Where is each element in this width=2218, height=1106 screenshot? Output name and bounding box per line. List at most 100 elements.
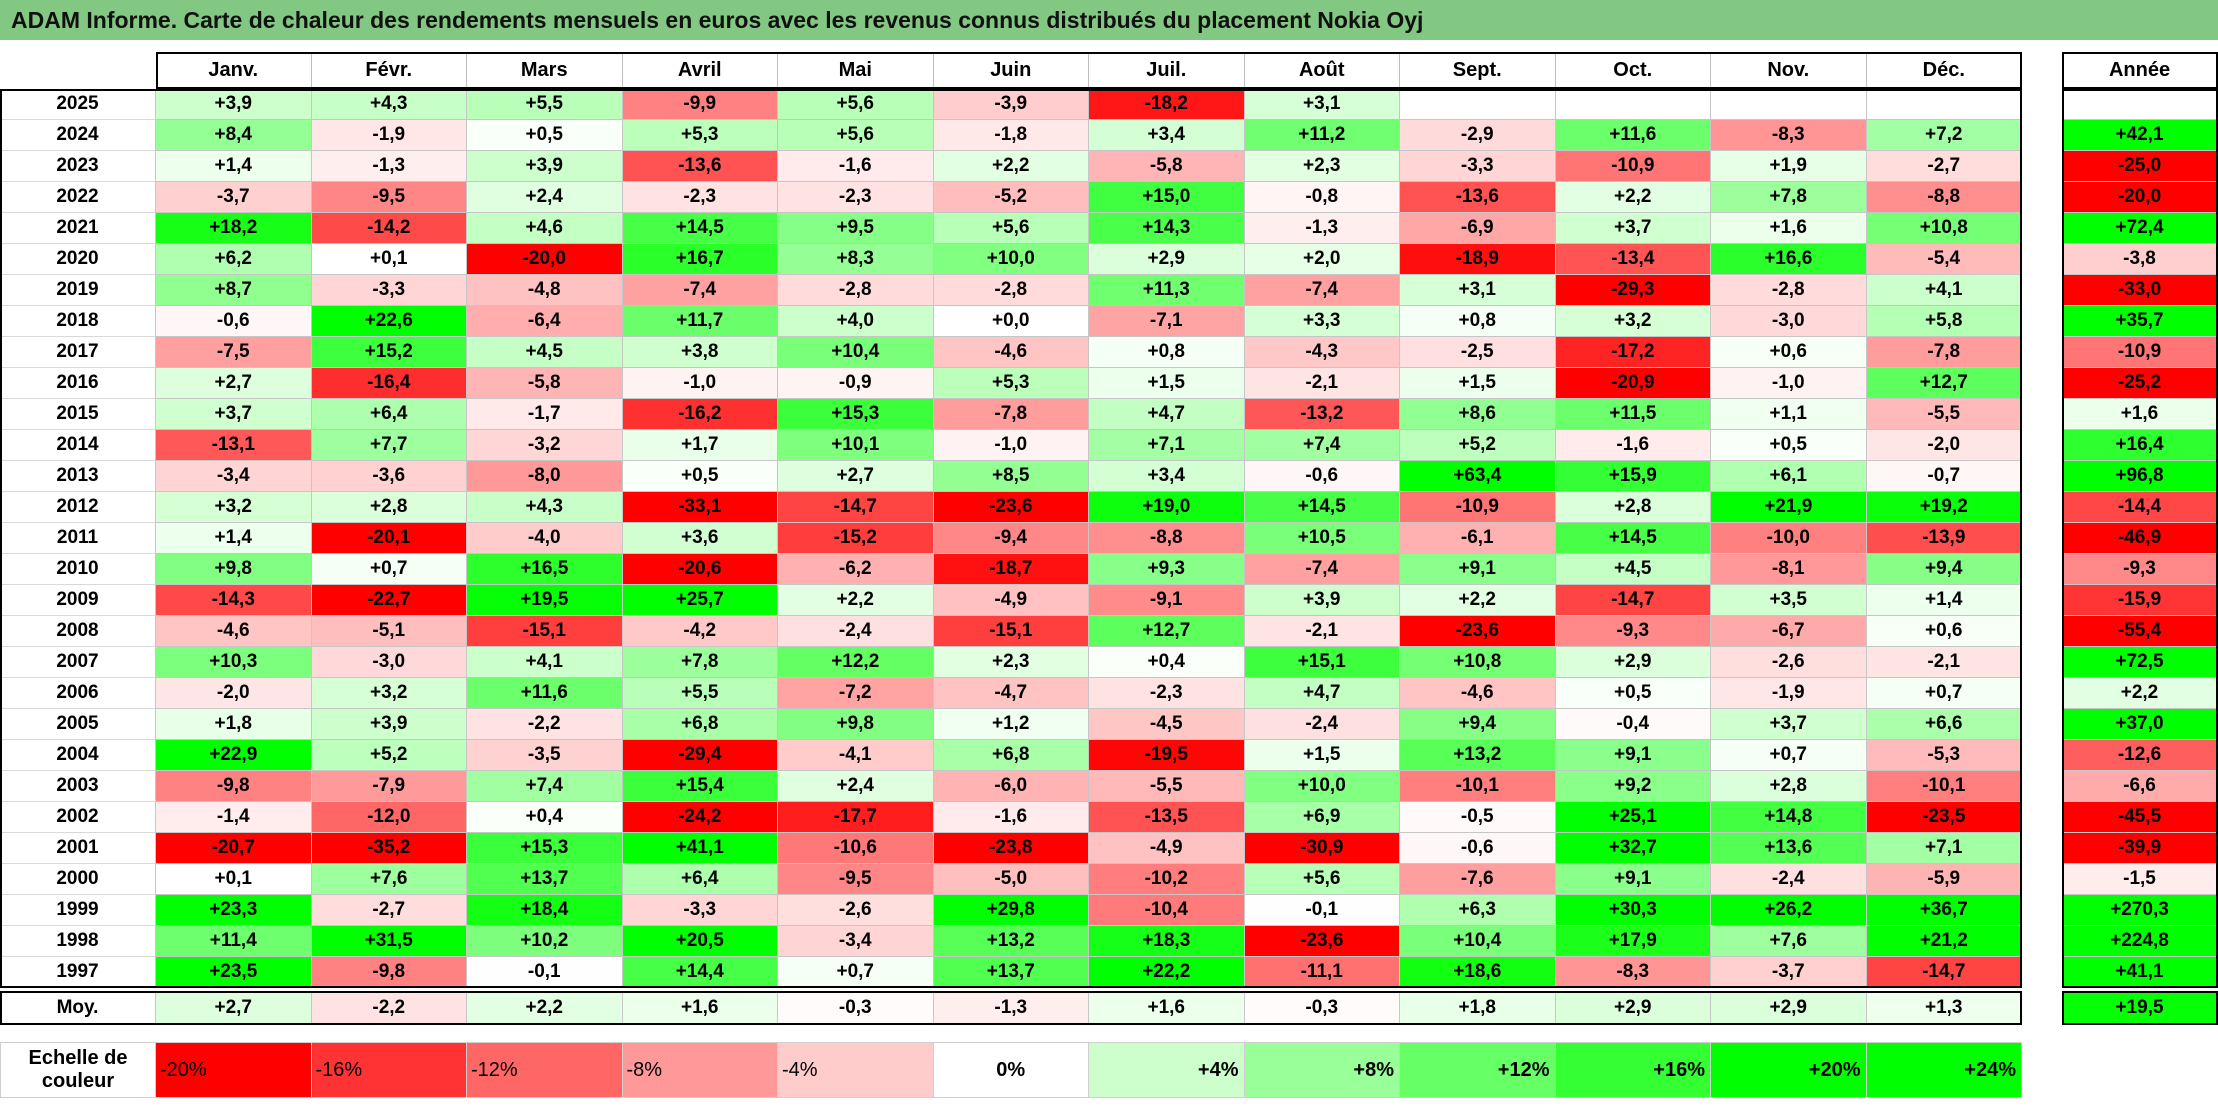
heatmap-cell: +1,9 <box>1711 151 1867 182</box>
heatmap-cell: -4,7 <box>933 678 1089 709</box>
heatmap-cell: +13,2 <box>933 926 1089 957</box>
heatmap-cell: -5,1 <box>311 616 467 647</box>
heatmap-cell: +16,5 <box>467 554 623 585</box>
heatmap-cell: +10,5 <box>1244 523 1400 554</box>
heatmap-cell: -23,5 <box>1866 802 2022 833</box>
heatmap-cell: -1,0 <box>1711 368 1867 399</box>
heatmap-cell: +19,2 <box>1866 492 2022 523</box>
heatmap-cell: -2,8 <box>1711 275 1867 306</box>
color-scale-stop: -4% <box>778 1042 934 1098</box>
heatmap-cell: -1,6 <box>933 802 1089 833</box>
heatmap-cell: +1,7 <box>622 430 778 461</box>
heatmap-cell: -4,2 <box>622 616 778 647</box>
heatmap-cell: +25,1 <box>1555 802 1711 833</box>
heatmap-cell: +30,3 <box>1555 895 1711 926</box>
annual-total-cell: +41,1 <box>2062 957 2218 988</box>
heatmap-cell: -35,2 <box>311 833 467 864</box>
heatmap-cell: -0,9 <box>778 368 934 399</box>
annual-total-cell: -39,9 <box>2062 833 2218 864</box>
heatmap-cell: +15,9 <box>1555 461 1711 492</box>
heatmap-cell: -2,8 <box>933 275 1089 306</box>
heatmap-cell: -0,7 <box>1866 461 2022 492</box>
row-year-label: 2021 <box>0 213 156 244</box>
heatmap-cell: -10,9 <box>1555 151 1711 182</box>
heatmap-cell: +9,8 <box>778 709 934 740</box>
heatmap-cell: -7,4 <box>622 275 778 306</box>
heatmap-cell: +4,3 <box>311 89 467 120</box>
annual-total-cell: -12,6 <box>2062 740 2218 771</box>
annual-total-cell: -6,6 <box>2062 771 2218 802</box>
annual-total-cell: +96,8 <box>2062 461 2218 492</box>
row-year-label: 2003 <box>0 771 156 802</box>
row-year-label: 2023 <box>0 151 156 182</box>
heatmap-cell: +2,4 <box>778 771 934 802</box>
annual-total-cell: -25,2 <box>2062 368 2218 399</box>
row-year-label: 2013 <box>0 461 156 492</box>
heatmap-cell: -0,1 <box>467 957 623 988</box>
heatmap-cell: -23,6 <box>933 492 1089 523</box>
color-scale-stop: +4% <box>1089 1042 1245 1098</box>
heatmap-cell: -4,8 <box>467 275 623 306</box>
row-year-label: 2000 <box>0 864 156 895</box>
heatmap-cell: +0,4 <box>467 802 623 833</box>
heatmap-cell: +15,3 <box>778 399 934 430</box>
heatmap-cell: +10,8 <box>1400 647 1556 678</box>
row-year-label: 2014 <box>0 430 156 461</box>
heatmap-cell: +5,2 <box>311 740 467 771</box>
heatmap-cell: +9,4 <box>1866 554 2022 585</box>
heatmap-cell: -23,6 <box>1244 926 1400 957</box>
heatmap-cell: +0,1 <box>311 244 467 275</box>
annual-total-cell: -10,9 <box>2062 337 2218 368</box>
row-year-label: 2006 <box>0 678 156 709</box>
heatmap-cell: +0,8 <box>1089 337 1245 368</box>
heatmap-cell: +13,7 <box>467 864 623 895</box>
heatmap-cell: -7,6 <box>1400 864 1556 895</box>
heatmap-cell: -19,5 <box>1089 740 1245 771</box>
heatmap-cell: +1,4 <box>156 523 312 554</box>
annual-total-cell: +72,4 <box>2062 213 2218 244</box>
heatmap-cell: -13,6 <box>622 151 778 182</box>
heatmap-cell: +2,8 <box>1555 492 1711 523</box>
heatmap-cell: +7,4 <box>467 771 623 802</box>
heatmap-cell: +4,5 <box>467 337 623 368</box>
heatmap-cell: +0,7 <box>1711 740 1867 771</box>
heatmap-cell: -2,1 <box>1244 368 1400 399</box>
heatmap-cell: +7,8 <box>622 647 778 678</box>
heatmap-cell: +23,5 <box>156 957 312 988</box>
row-year-label: 2011 <box>0 523 156 554</box>
heatmap-cell: -4,9 <box>933 585 1089 616</box>
heatmap-cell: +12,7 <box>1866 368 2022 399</box>
heatmap-cell: +23,3 <box>156 895 312 926</box>
heatmap-cell: -1,9 <box>311 120 467 151</box>
heatmap-cell: +9,8 <box>156 554 312 585</box>
heatmap-cell: +2,8 <box>1711 771 1867 802</box>
heatmap-cell: -5,8 <box>1089 151 1245 182</box>
heatmap-cell: +9,2 <box>1555 771 1711 802</box>
row-year-label: 2004 <box>0 740 156 771</box>
heatmap-cell: +4,1 <box>1866 275 2022 306</box>
heatmap-cell: +36,7 <box>1866 895 2022 926</box>
heatmap-cell: +3,9 <box>467 151 623 182</box>
heatmap-cell: -4,0 <box>467 523 623 554</box>
heatmap-cell: +7,2 <box>1866 120 2022 151</box>
heatmap-cell: -0,6 <box>156 306 312 337</box>
heatmap-cell: -4,3 <box>1244 337 1400 368</box>
row-year-label: 2005 <box>0 709 156 740</box>
heatmap-cell: +21,9 <box>1711 492 1867 523</box>
row-year-label: 2017 <box>0 337 156 368</box>
heatmap-cell: +14,5 <box>1555 523 1711 554</box>
heatmap-cell: +8,3 <box>778 244 934 275</box>
heatmap-cell: -4,6 <box>1400 678 1556 709</box>
heatmap-cell: -10,6 <box>778 833 934 864</box>
annual-total-cell: +37,0 <box>2062 709 2218 740</box>
heatmap-cell: -4,5 <box>1089 709 1245 740</box>
annual-total-cell: -25,0 <box>2062 151 2218 182</box>
heatmap-cell <box>1400 89 1556 120</box>
heatmap-cell: -9,8 <box>311 957 467 988</box>
heatmap-cell: +1,5 <box>1400 368 1556 399</box>
heatmap-cell: -20,0 <box>467 244 623 275</box>
heatmap-cell: -3,0 <box>311 647 467 678</box>
heatmap-cell: +5,6 <box>933 213 1089 244</box>
heatmap-cell: +31,5 <box>311 926 467 957</box>
heatmap-cell: +3,2 <box>311 678 467 709</box>
